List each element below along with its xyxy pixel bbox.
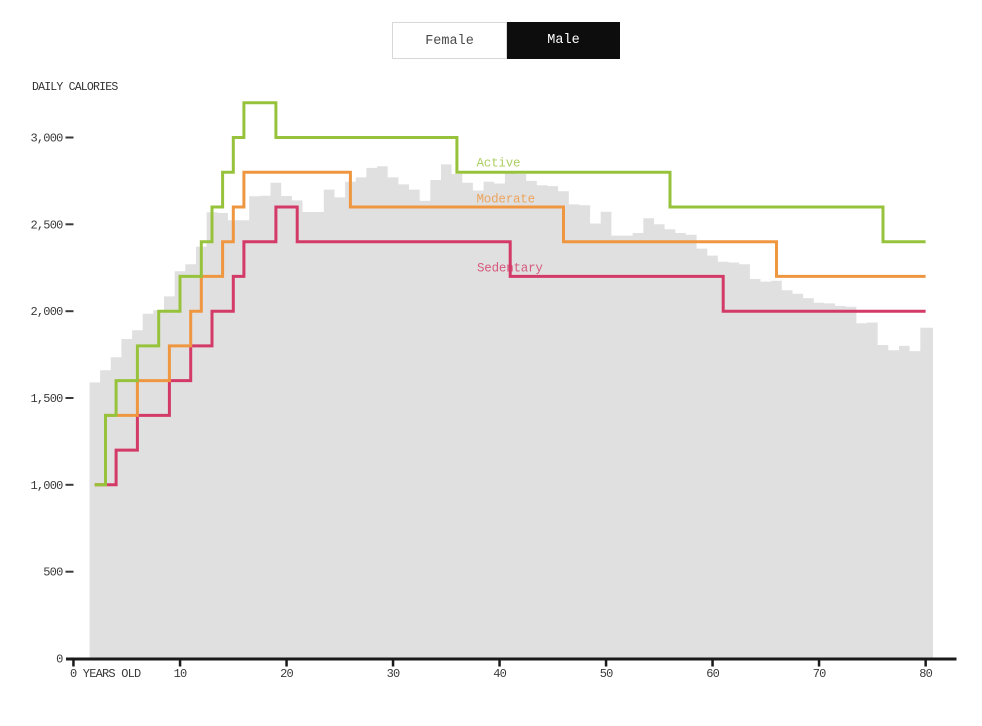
svg-text:Moderate: Moderate: [477, 193, 535, 207]
svg-text:3,000: 3,000: [30, 132, 63, 146]
svg-text:70: 70: [813, 667, 826, 681]
svg-text:Active: Active: [477, 157, 521, 171]
svg-text:80: 80: [919, 667, 932, 681]
svg-text:1,000: 1,000: [30, 479, 63, 493]
svg-text:2,000: 2,000: [30, 305, 63, 319]
svg-text:40: 40: [493, 667, 506, 681]
svg-text:30: 30: [387, 667, 400, 681]
svg-text:0: 0: [56, 653, 63, 667]
svg-text:Sedentary: Sedentary: [477, 262, 543, 276]
svg-text:50: 50: [600, 667, 613, 681]
svg-text:2,500: 2,500: [30, 218, 63, 232]
svg-text:10: 10: [174, 667, 187, 681]
svg-text:500: 500: [43, 566, 63, 580]
svg-text:20: 20: [280, 667, 293, 681]
svg-text:0 YEARS OLD: 0 YEARS OLD: [70, 667, 141, 681]
svg-text:1,500: 1,500: [30, 392, 63, 406]
svg-text:60: 60: [706, 667, 719, 681]
